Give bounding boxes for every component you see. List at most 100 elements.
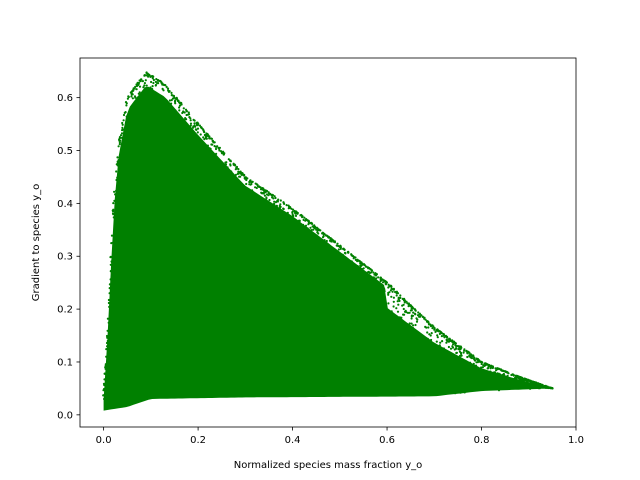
scatter-point (114, 209, 117, 212)
y-tick-label: 0.6 (57, 93, 73, 104)
scatter-point (500, 368, 503, 371)
scatter-point (275, 204, 278, 207)
scatter-point (406, 357, 409, 360)
scatter-point (302, 218, 305, 221)
scatter-point (336, 254, 339, 257)
scatter-point (135, 88, 138, 91)
scatter-point (221, 229, 224, 232)
scatter-point (155, 115, 158, 118)
scatter-point (294, 214, 298, 217)
scatter-point (200, 141, 203, 144)
scatter-point (199, 133, 202, 136)
scatter-point (127, 95, 130, 98)
scatter-point (433, 373, 436, 376)
scatter-point (218, 159, 221, 162)
scatter-point (322, 235, 325, 238)
scatter-point (460, 372, 463, 376)
scatter-point (103, 372, 107, 375)
scatter-point (149, 151, 152, 154)
scatter-point (144, 79, 147, 82)
scatter-point (224, 184, 227, 187)
scatter-point (339, 247, 342, 250)
scatter-point (202, 130, 205, 133)
scatter-point (226, 166, 229, 169)
scatter-point (386, 346, 389, 349)
scatter-point (118, 139, 121, 142)
scatter-point (166, 87, 169, 90)
scatter-point (477, 381, 480, 384)
scatter-point (205, 172, 208, 175)
scatter-point (238, 175, 241, 178)
scatter-point (117, 159, 120, 162)
scatter-point (512, 378, 515, 381)
scatter-point (205, 137, 208, 140)
scatter-point (236, 195, 239, 198)
scatter-point (297, 267, 300, 270)
scatter-point (436, 376, 439, 379)
scatter-point (397, 298, 400, 301)
scatter-point (116, 164, 119, 167)
scatter-point (182, 107, 185, 110)
scatter-point (168, 184, 171, 187)
scatter-point (383, 280, 386, 283)
scatter-point (433, 328, 436, 331)
scatter-point (132, 137, 135, 140)
scatter-point (340, 296, 343, 299)
scatter-point (192, 203, 196, 206)
scatter-point (271, 194, 274, 197)
x-tick-label: 0.8 (474, 435, 490, 446)
scatter-point (248, 220, 251, 223)
scatter-point (288, 206, 292, 209)
scatter-point (410, 374, 413, 377)
scatter-point (462, 366, 465, 369)
scatter-point (375, 273, 378, 276)
scatter-point (387, 293, 390, 296)
scatter-point (137, 81, 141, 84)
scatter-point (215, 145, 218, 148)
scatter-point (150, 80, 153, 84)
scatter-point (466, 370, 469, 373)
scatter-point (293, 209, 296, 213)
scatter-point (316, 240, 319, 243)
scatter-point (420, 389, 423, 392)
scatter-point (178, 101, 181, 104)
scatter-point (143, 115, 146, 119)
scatter-point (227, 183, 230, 186)
scatter-point (207, 147, 210, 150)
scatter-point (228, 214, 231, 217)
scatter-point (187, 127, 191, 130)
scatter-point (272, 224, 275, 227)
scatter-point (278, 204, 281, 208)
scatter-point (115, 189, 118, 192)
scatter-point (244, 215, 247, 218)
scatter-point (470, 355, 473, 358)
scatter-point (110, 234, 114, 237)
scatter-point (469, 353, 472, 356)
scatter-point (189, 195, 192, 198)
scatter-point (538, 387, 541, 390)
scatter-point (298, 246, 301, 249)
scatter-point (528, 379, 532, 382)
scatter-point (253, 232, 256, 235)
scatter-point (134, 142, 137, 145)
scatter-point (390, 295, 393, 298)
scatter-point (153, 120, 156, 123)
scatter-point (398, 385, 401, 389)
scatter-point (288, 256, 291, 259)
scatter-point (367, 266, 370, 269)
scatter-point (411, 334, 414, 337)
scatter-point (251, 232, 254, 235)
scatter-point (250, 229, 253, 232)
scatter-point (224, 214, 227, 217)
scatter-point (302, 223, 305, 226)
scatter-point (211, 153, 214, 156)
scatter-point (436, 336, 439, 339)
scatter-point (182, 195, 186, 198)
scatter-point (395, 290, 398, 293)
scatter-point (447, 340, 450, 343)
scatter-point (344, 256, 347, 259)
scatter-point (378, 311, 381, 314)
scatter-point (115, 192, 118, 195)
scatter-point (273, 203, 276, 206)
scatter-point (499, 381, 502, 384)
